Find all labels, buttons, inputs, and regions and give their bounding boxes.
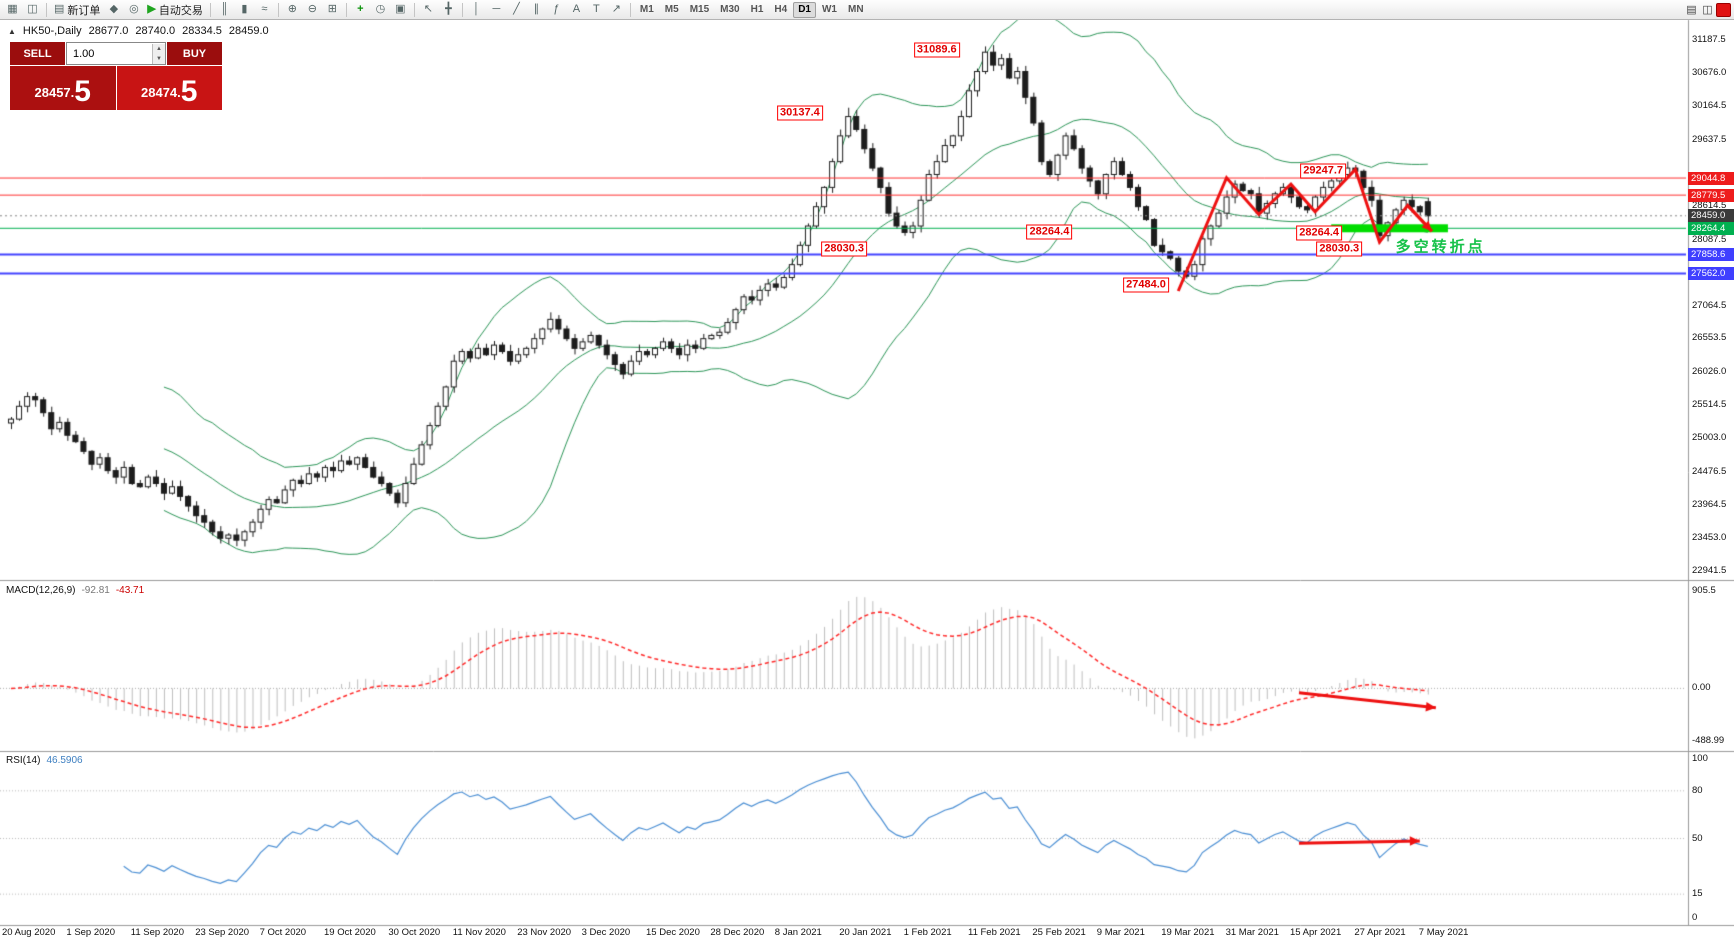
text-button[interactable]: A — [567, 1, 586, 18]
add-indicator-button[interactable]: + — [351, 1, 370, 18]
vertical-line-icon: │ — [472, 3, 480, 15]
vertical-line-button[interactable]: │ — [467, 1, 486, 18]
line-chart-mode-icon: ≈ — [261, 3, 268, 15]
ask-price-main: 28474. — [141, 85, 181, 100]
bid-price[interactable]: 28457. 5 — [10, 66, 116, 110]
timeframe-m15[interactable]: M15 — [685, 2, 714, 18]
bid-price-main: 28457. — [34, 85, 75, 100]
market-watch-icon: ◆ — [109, 3, 119, 15]
line-chart-mode-button[interactable]: ≈ — [255, 1, 274, 18]
trendline-button[interactable]: ╱ — [507, 1, 526, 18]
auto-trading-label: 自动交易 — [158, 4, 203, 17]
new-order-button[interactable]: ▤ 新订单 — [51, 1, 103, 18]
chart-profiles-icon: ◫ — [27, 3, 38, 15]
toolbar-separator — [209, 2, 211, 17]
data-window-button[interactable]: ▤ — [1684, 3, 1699, 17]
horizontal-line-icon: ─ — [492, 3, 501, 15]
text-icon: A — [572, 3, 581, 15]
candlestick-mode-button[interactable]: ▮ — [235, 1, 254, 18]
bar-chart-mode-icon: ║ — [220, 3, 229, 15]
toolbar-separator — [461, 2, 463, 17]
toolbar-separator — [629, 2, 631, 17]
crosshair-icon: ╋ — [445, 3, 452, 15]
candlestick-mode-icon: ▮ — [241, 3, 248, 15]
timeframe-w1[interactable]: W1 — [817, 2, 842, 18]
timeframe-m5[interactable]: M5 — [660, 2, 684, 18]
timeframe-mn[interactable]: MN — [843, 2, 869, 18]
auto-trading-icon: ▶ — [147, 3, 156, 15]
zoom-out-button[interactable]: ⊖ — [303, 1, 322, 18]
zoom-out-icon: ⊖ — [307, 3, 317, 15]
timeframe-h4[interactable]: H4 — [769, 2, 792, 18]
templates-button[interactable]: ▣ — [391, 1, 410, 18]
toolbar-separator — [277, 2, 279, 17]
timeframe-h1[interactable]: H1 — [746, 2, 769, 18]
strategy-tester-icon: ◎ — [129, 3, 139, 15]
crosshair-button[interactable]: ╋ — [439, 1, 458, 18]
toolbar-separator — [413, 2, 415, 17]
volume-value: 1.00 — [73, 47, 95, 60]
equidistant-channel-icon: ∥ — [533, 3, 540, 15]
volume-up-icon[interactable]: ▲ — [153, 43, 165, 54]
strategy-tester-button[interactable]: ◎ — [124, 1, 143, 18]
new-chart-button[interactable]: ▦ — [3, 1, 22, 18]
alert-badge-button[interactable] — [1716, 2, 1731, 17]
ask-price[interactable]: 28474. 5 — [116, 66, 222, 110]
timeframe-m30[interactable]: M30 — [715, 2, 744, 18]
arrows-icon: ↗ — [611, 3, 621, 15]
market-watch-button[interactable]: ◆ — [104, 1, 123, 18]
chart-profiles-button[interactable]: ◫ — [23, 1, 42, 18]
new-order-label: 新订单 — [67, 4, 101, 17]
buy-button[interactable]: BUY — [167, 42, 222, 65]
text-label-icon: T — [593, 3, 600, 15]
equidistant-channel-button[interactable]: ∥ — [527, 1, 546, 18]
cursor-button[interactable]: ↖ — [419, 1, 438, 18]
volume-input[interactable]: 1.00 ▲ ▼ — [66, 42, 166, 65]
toolbar-separator — [46, 2, 47, 17]
trendline-icon: ╱ — [513, 3, 520, 15]
tile-windows-button[interactable]: ⊞ — [323, 1, 342, 18]
sell-button[interactable]: SELL — [10, 42, 65, 65]
one-click-trading-panel: SELL 1.00 ▲ ▼ BUY 28457. 5 28474. 5 — [10, 42, 222, 110]
volume-down-icon[interactable]: ▼ — [153, 53, 165, 64]
periods-icon: ◷ — [375, 3, 386, 15]
templates-icon: ▣ — [395, 3, 406, 15]
bar-chart-mode-button[interactable]: ║ — [215, 1, 234, 18]
volume-stepper[interactable]: ▲ ▼ — [152, 43, 165, 64]
ask-price-big-digit: 5 — [180, 75, 198, 108]
trade-panel-collapse-icon[interactable]: ▲ — [8, 26, 16, 36]
fibonacci-button[interactable]: ƒ — [547, 1, 566, 18]
text-label-button[interactable]: T — [587, 1, 606, 18]
horizontal-line-button[interactable]: ─ — [487, 1, 506, 18]
new-chart-icon: ▦ — [7, 3, 18, 15]
fibonacci-icon: ƒ — [553, 3, 560, 15]
timeframe-d1[interactable]: D1 — [793, 1, 816, 18]
add-indicator-icon: + — [357, 3, 364, 15]
layout-button[interactable]: ◫ — [1700, 3, 1715, 17]
new-order-icon: ▤ — [54, 3, 65, 15]
periods-button[interactable]: ◷ — [371, 1, 390, 18]
tile-windows-icon: ⊞ — [327, 3, 337, 15]
cursor-icon: ↖ — [423, 3, 433, 15]
toolbar-separator — [345, 2, 347, 17]
main-toolbar: ▦ ◫ ▤ 新订单 ◆ ◎ ▶ 自动交易 ║ ▮ ≈ ⊕ ⊖ ⊞ + ◷ ▣ ↖ ╋ │ ─ ╱ ∥ ƒ A T ↗ M1 M5 M15 M… — [0, 0, 1734, 20]
bid-price-big-digit: 5 — [74, 75, 91, 108]
arrows-button[interactable]: ↗ — [607, 1, 626, 18]
zoom-in-icon: ⊕ — [287, 3, 297, 15]
auto-trading-button[interactable]: ▶ 自动交易 — [144, 1, 205, 18]
timeframe-m1[interactable]: M1 — [635, 2, 659, 18]
zoom-in-button[interactable]: ⊕ — [283, 1, 302, 18]
